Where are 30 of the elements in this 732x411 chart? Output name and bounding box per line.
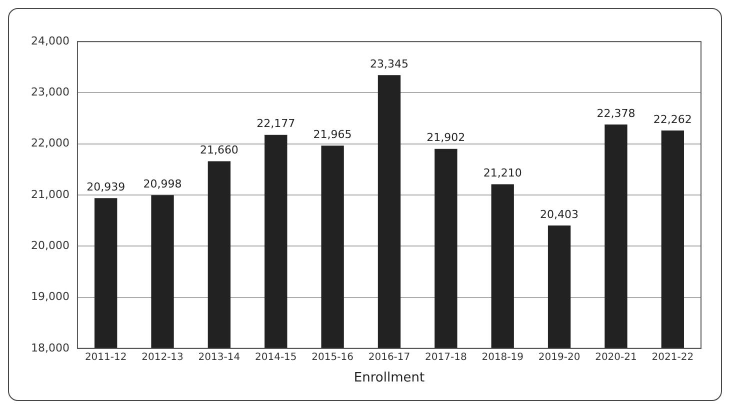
- data-label: 21,210: [483, 166, 522, 180]
- y-tick-label: 24,000: [30, 34, 70, 48]
- data-label: 22,262: [653, 112, 692, 126]
- data-label: 21,660: [200, 144, 238, 157]
- data-label: 22,177: [256, 117, 296, 130]
- x-axis-title: Enrollment: [354, 370, 425, 386]
- data-label: 22,378: [596, 106, 636, 120]
- y-tick-label: 21,000: [30, 188, 70, 201]
- data-label: 21,965: [313, 128, 352, 142]
- y-tick-label: 20,000: [30, 238, 70, 252]
- x-tick-label: 2016-17: [368, 352, 410, 363]
- y-tick-label: 19,000: [30, 290, 70, 304]
- data-label: 23,345: [370, 57, 408, 70]
- data-label: 20,403: [540, 208, 579, 221]
- x-tick-label: 2015-16: [312, 352, 354, 363]
- data-label: 20,998: [143, 177, 182, 190]
- x-tick-label: 2011-12: [84, 352, 127, 363]
- x-tick-label: 2019-20: [538, 352, 580, 363]
- x-tick-label: 2017-18: [425, 352, 467, 363]
- y-tick-label: 22,000: [30, 136, 70, 150]
- x-tick-label: 2018-19: [482, 352, 524, 363]
- x-tick-label: 2013-14: [198, 352, 240, 363]
- data-label: 20,939: [86, 180, 126, 194]
- x-tick-label: 2021-22: [652, 352, 694, 363]
- x-tick-label: 2020-21: [595, 352, 637, 363]
- y-tick-label: 23,000: [30, 86, 70, 99]
- x-tick-label: 2012-13: [142, 352, 184, 363]
- y-tick-label: 18,000: [30, 341, 70, 354]
- x-tick-label: 2014-15: [254, 352, 297, 363]
- data-label: 21,902: [426, 131, 466, 144]
